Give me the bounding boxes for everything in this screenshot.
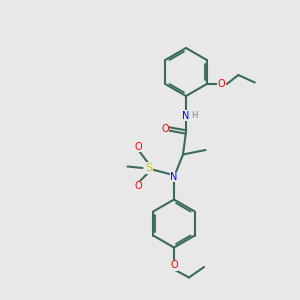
Text: O: O <box>218 79 226 89</box>
Text: O: O <box>170 260 178 271</box>
Text: O: O <box>134 181 142 191</box>
Text: N: N <box>170 172 178 182</box>
Text: H: H <box>191 111 198 120</box>
Text: N: N <box>182 110 190 121</box>
Text: O: O <box>134 142 142 152</box>
Text: O: O <box>161 124 169 134</box>
Text: S: S <box>145 163 152 173</box>
